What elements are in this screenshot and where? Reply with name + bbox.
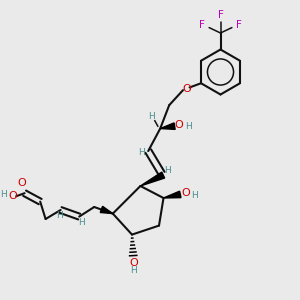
Text: H: H	[164, 166, 171, 175]
Polygon shape	[160, 123, 175, 129]
Text: H: H	[0, 190, 7, 199]
Text: O: O	[17, 178, 26, 188]
Polygon shape	[164, 191, 181, 198]
Polygon shape	[140, 172, 165, 186]
Text: O: O	[175, 120, 184, 130]
Text: O: O	[181, 188, 190, 199]
Text: F: F	[199, 20, 205, 30]
Text: H: H	[56, 212, 62, 220]
Polygon shape	[100, 206, 113, 214]
Text: H: H	[148, 112, 154, 121]
Text: O: O	[8, 191, 17, 201]
Text: O: O	[182, 84, 191, 94]
Text: H: H	[78, 218, 85, 227]
Text: O: O	[129, 258, 138, 268]
Text: F: F	[236, 20, 242, 30]
Text: H: H	[185, 122, 191, 131]
Text: F: F	[218, 10, 224, 20]
Text: H: H	[138, 148, 145, 157]
Text: H: H	[130, 266, 137, 275]
Text: H: H	[191, 191, 197, 200]
